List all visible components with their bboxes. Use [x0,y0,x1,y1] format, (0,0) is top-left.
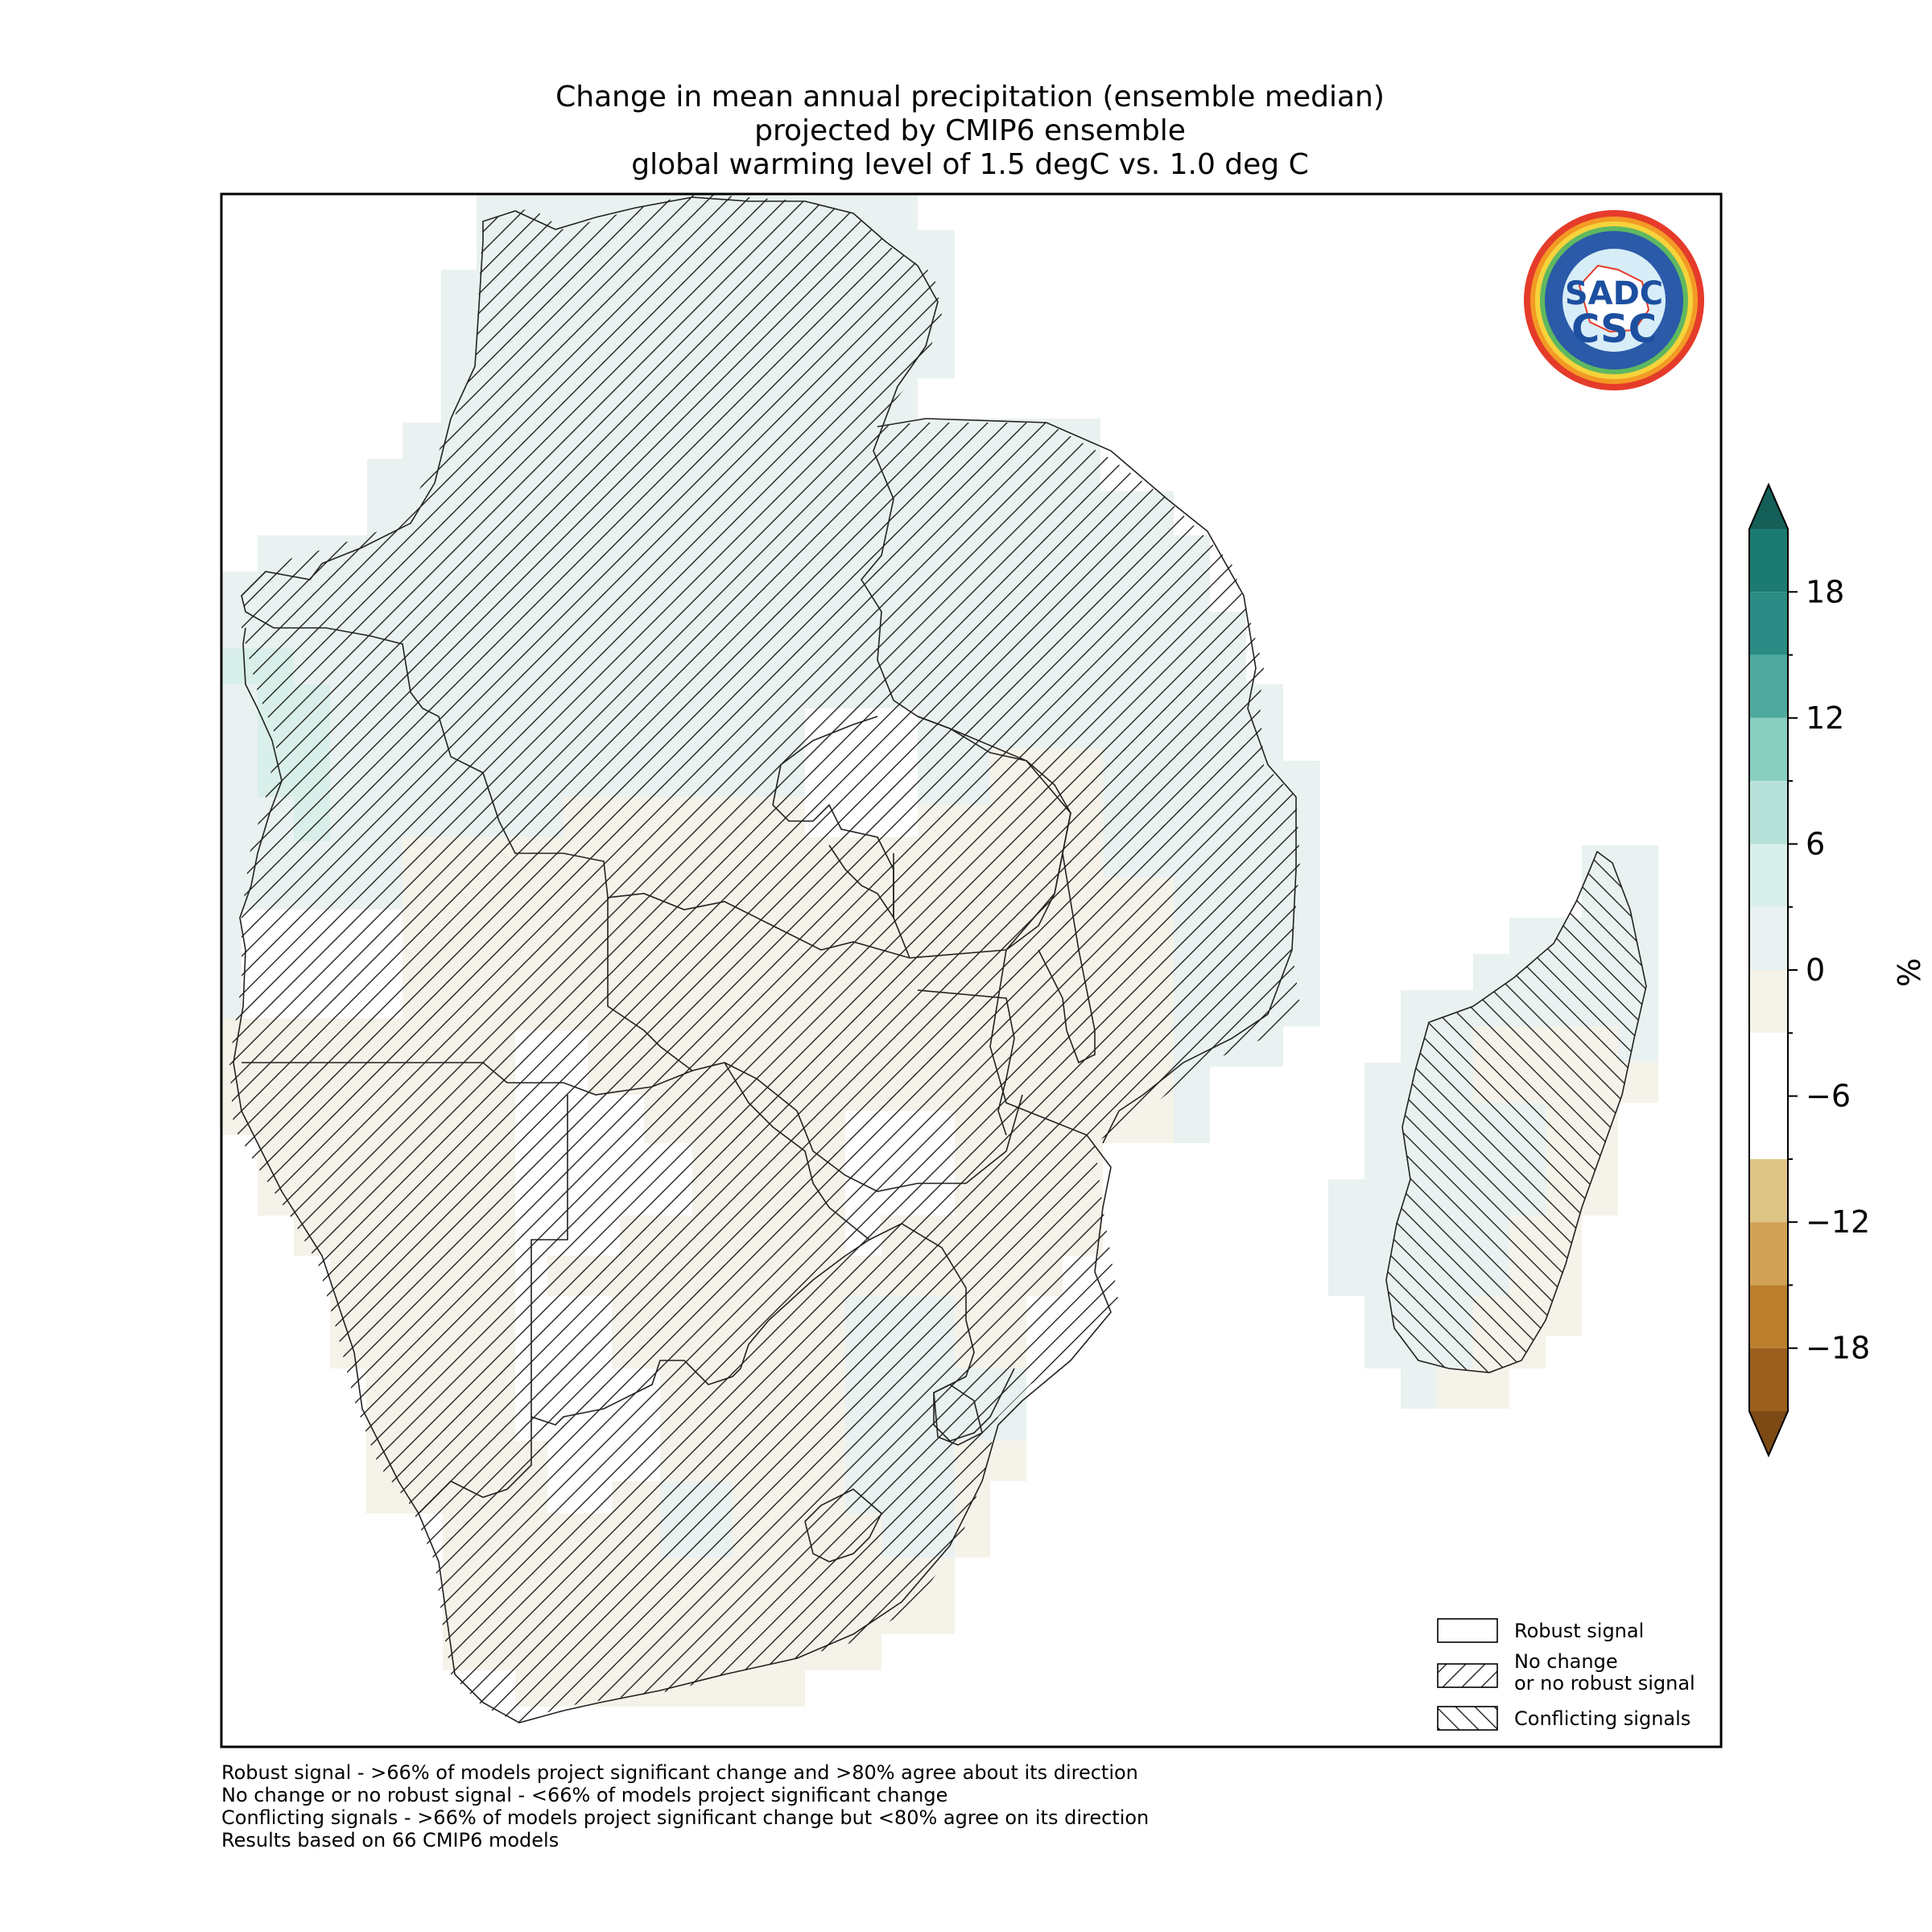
footnote-3: Conflicting signals - >66% of models pro… [221,1806,1149,1829]
footnote-1: Robust signal - >66% of models project s… [221,1761,1138,1784]
colorbar-bin-8 [1749,1033,1788,1096]
legend-robust-swatch [1437,1618,1498,1643]
colorbar-bin-9 [1749,1096,1788,1159]
colorbar-bin-4 [1749,781,1788,844]
colorbar-tick-label: −18 [1806,1331,1870,1366]
logo-csc-text: CSC [1571,307,1657,352]
colorbar-bin-0 [1749,529,1788,592]
colorbar-bin-10 [1749,1158,1788,1223]
colorbar-bin-12 [1749,1285,1788,1348]
title-line-2: projected by CMIP6 ensemble [754,114,1186,147]
signal-legend: Robust signal No change or no robust sig… [1437,1618,1695,1731]
map-frame [220,192,1723,1748]
footnote-2: No change or no robust signal - <66% of … [221,1784,947,1806]
country-borders [233,196,1647,1724]
map-panel [221,194,1658,1724]
colorbar-tick-label: 18 [1806,574,1844,609]
legend-no-change-swatch [1437,1663,1498,1688]
colorbar-outline [1748,482,1789,1458]
colorbar-bin-13 [1749,1348,1788,1411]
hatch-no-robust-signal-mainland [229,194,1300,1723]
colorbar-bin-2 [1749,654,1788,718]
sadc-csc-logo: SADC CSC [1524,210,1704,390]
colorbar-bin-7 [1749,970,1788,1034]
title-line-1: Change in mean annual precipitation (ens… [555,80,1385,114]
colorbar: 18 12 6 0 −6 −12 −18 [1748,482,1870,1458]
colorbar-tick-label: 0 [1806,952,1825,988]
legend-conflicting-swatch [1437,1706,1498,1731]
legend-no-change-label-2: or no robust signal [1514,1672,1695,1695]
footnotes: Robust signal - >66% of models project s… [221,1761,1149,1852]
legend-no-change-label-1: No change [1514,1650,1618,1673]
colorbar-bin-1 [1749,592,1788,655]
logo-sadc-text: SADC [1565,275,1663,312]
colorbar-bin-6 [1749,906,1788,970]
colorbar-bin-3 [1749,717,1788,782]
colorbar-unit-label: % [1892,958,1927,987]
title-line-3: global warming level of 1.5 degC vs. 1.0… [631,148,1308,181]
legend-conflicting-label: Conflicting signals [1514,1707,1690,1730]
map-title: Change in mean annual precipitation (ens… [555,80,1385,181]
colorbar-extend-max [1749,485,1788,529]
colorbar-tick-label: 12 [1806,700,1844,736]
colorbar-tick-label: −6 [1806,1079,1851,1114]
footnote-4: Results based on 66 CMIP6 models [221,1829,559,1852]
colorbar-bin-11 [1749,1222,1788,1286]
colorbar-extend-min [1749,1411,1788,1455]
colorbar-tick-label: −12 [1806,1204,1870,1240]
legend-robust-label: Robust signal [1514,1620,1644,1642]
colorbar-bin-5 [1749,844,1788,907]
colorbar-tick-label: 6 [1806,826,1825,861]
